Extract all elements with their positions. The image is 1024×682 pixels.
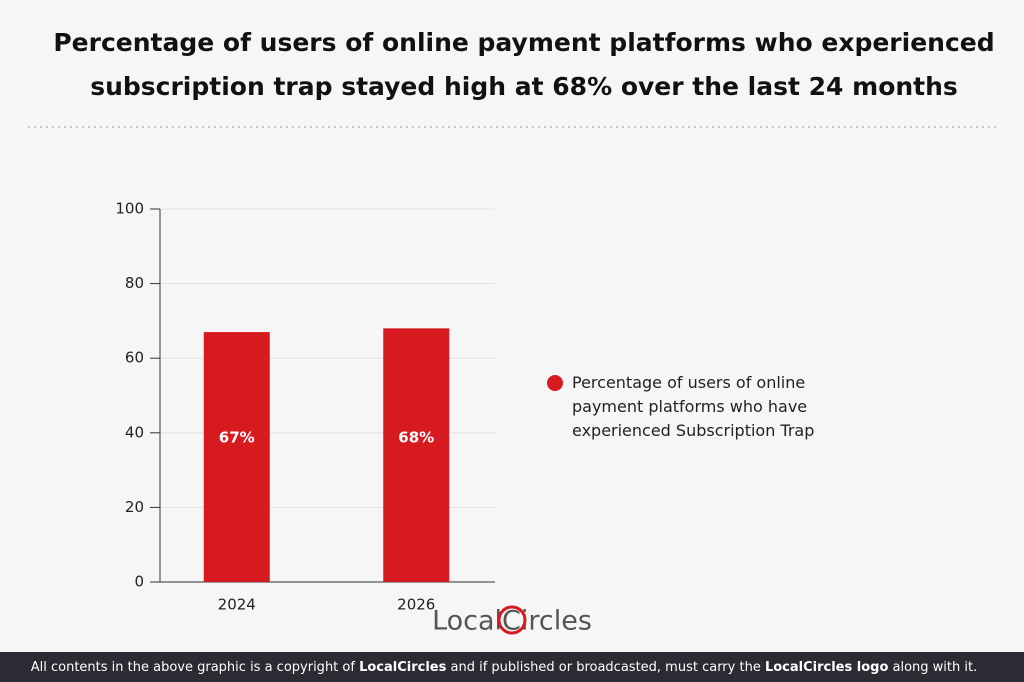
legend-label: Percentage of users of online payment pla… xyxy=(572,373,814,440)
value-label: 67% xyxy=(219,429,255,447)
x-tick-label: 2026 xyxy=(397,596,435,614)
footer: All contents in the above graphic is a c… xyxy=(31,660,977,675)
footer-text: All contents in the above graphic is a c… xyxy=(31,660,359,675)
plot: 0 20 40 60 80 100 2024 67% 2026 68% Percentage of … xyxy=(115,200,814,614)
footer-text: and if published or broadcasted, must ca… xyxy=(446,660,765,675)
value-label: 68% xyxy=(398,429,434,447)
bar xyxy=(383,328,450,582)
chart-title: subscription trap stayed high at 68% ove… xyxy=(90,72,958,101)
logo: LocalCircles xyxy=(432,605,592,637)
y-tick-label: 60 xyxy=(125,349,144,367)
x-tick-label: 2024 xyxy=(218,596,256,614)
footer-text: LocalCircles logo xyxy=(765,660,888,675)
chart-title: Percentage of users of online payment pl… xyxy=(53,28,994,57)
bar xyxy=(203,332,270,582)
y-tick-label: 40 xyxy=(125,423,144,441)
y-tick-label: 80 xyxy=(125,274,144,292)
y-tick-label: 100 xyxy=(115,200,144,218)
footer-text: LocalCircles xyxy=(359,660,447,675)
footer-text: along with it. xyxy=(888,660,977,675)
logo-text: LocalCircles xyxy=(432,606,592,637)
footer-bar xyxy=(0,652,1024,682)
legend-marker xyxy=(547,375,563,391)
y-tick-label: 20 xyxy=(125,498,144,516)
y-tick-label: 0 xyxy=(134,573,144,591)
logo-icon xyxy=(497,605,527,635)
